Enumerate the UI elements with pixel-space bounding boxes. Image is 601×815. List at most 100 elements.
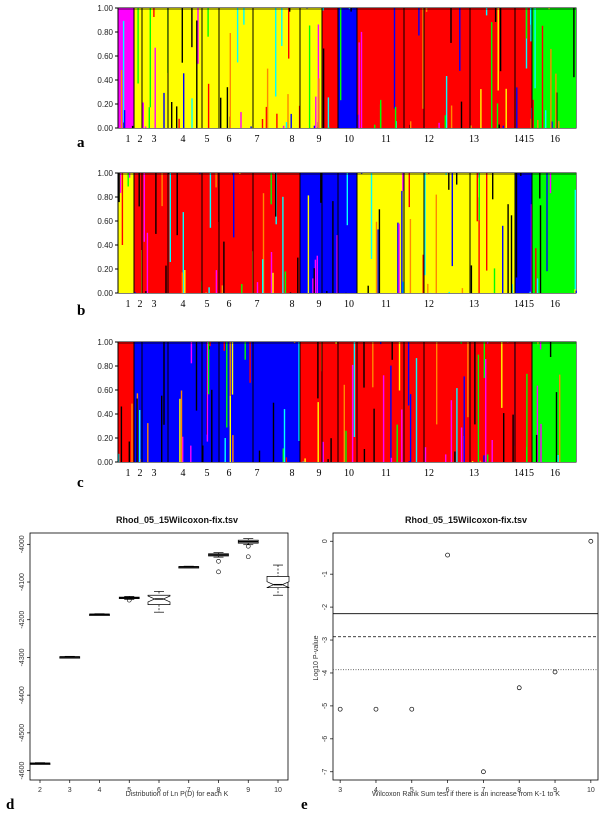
individual-bar <box>207 342 210 395</box>
individual-bar <box>478 197 480 293</box>
noise-band <box>357 342 404 344</box>
y-tick-label: -4200 <box>19 611 26 629</box>
individual-bar <box>250 126 252 128</box>
group-label: 12 <box>424 134 434 145</box>
individual-bar <box>327 459 329 462</box>
y-tick-label: -1 <box>322 571 329 577</box>
individual-bar <box>485 359 487 462</box>
x-tick-label: 9 <box>246 787 250 794</box>
individual-bar <box>418 8 420 36</box>
individual-bar <box>350 8 352 12</box>
y-axis-e: 0 -1 -2 -3 -4 -5 -6 -7 <box>322 539 333 775</box>
individual-bar <box>266 68 269 128</box>
individual-bar <box>377 229 379 293</box>
individual-bar <box>190 342 193 364</box>
individual-bar <box>501 342 503 408</box>
individual-bar <box>285 122 288 128</box>
individual-bar <box>128 173 131 178</box>
individual-bar <box>422 8 424 109</box>
group-label: 6 <box>227 468 232 479</box>
individual-bar <box>402 281 404 293</box>
noise-band <box>424 342 470 344</box>
group-label: 9 <box>317 468 322 479</box>
individual-bar <box>146 232 149 293</box>
individual-bar <box>483 455 485 462</box>
outlier-point <box>216 569 221 575</box>
group-block <box>338 173 357 293</box>
individual-bar <box>275 8 277 97</box>
group-label: 9 <box>317 134 322 145</box>
x-tick-label: 5 <box>127 787 131 794</box>
group-labels-c: 1 2 3 4 5 6 7 8 9 10 11 12 13 14 15 16 <box>126 468 561 479</box>
noise-band <box>424 173 470 175</box>
noise-band <box>404 8 424 10</box>
individual-bar <box>525 8 528 39</box>
individual-bar <box>363 449 366 462</box>
individual-bar <box>398 223 400 293</box>
group-label: 8 <box>290 468 295 479</box>
individual-bar <box>226 342 228 428</box>
noise-band <box>202 8 219 10</box>
noise-band <box>300 8 322 10</box>
individual-bar <box>143 173 145 242</box>
individual-bar <box>374 124 376 128</box>
group-label: 8 <box>290 299 295 310</box>
group-label: 9 <box>317 299 322 310</box>
individual-bar <box>380 342 382 345</box>
individual-bar <box>530 118 532 128</box>
individual-bar <box>370 173 373 259</box>
individual-bar <box>144 126 147 128</box>
y-tick-label: 0.00 <box>97 124 113 133</box>
individual-bar <box>137 8 139 84</box>
individual-bar <box>273 173 275 174</box>
individual-bar <box>425 8 428 12</box>
y-tick-label: 0.00 <box>97 289 113 298</box>
individual-bar <box>478 173 480 221</box>
outlier-point <box>245 554 251 560</box>
individual-bar <box>526 373 528 462</box>
data-point <box>588 538 594 544</box>
y-tick-label: -4 <box>322 670 329 676</box>
noise-band <box>404 342 424 344</box>
individual-bar <box>149 8 151 108</box>
individual-bar <box>353 342 356 437</box>
box <box>147 594 171 605</box>
noise-band <box>142 8 168 10</box>
noise-band <box>338 342 357 344</box>
group-block <box>532 173 576 293</box>
individual-bar <box>535 248 537 293</box>
plot-frame <box>332 532 599 781</box>
panel-label-e: e <box>301 797 308 813</box>
individual-bar <box>422 254 424 293</box>
noise-band <box>470 8 515 10</box>
individual-bar <box>424 173 426 276</box>
group-label: 13 <box>469 134 479 145</box>
individual-bar <box>535 434 538 462</box>
individual-bar <box>409 219 412 293</box>
individual-bar <box>211 389 213 462</box>
structure-plot-b: 0.000.200.400.600.801.00 1 2 3 4 5 6 7 8 9 10 11 12… <box>77 169 577 319</box>
group-label: 14 <box>514 134 524 145</box>
structure-plot-c: 0.000.200.400.600.801.00 1 2 3 4 5 6 7 8 9 10 11 12… <box>77 338 577 491</box>
group-block <box>322 173 338 293</box>
x-tick-label: 7 <box>481 787 485 794</box>
individual-bar <box>459 8 461 71</box>
group-label: 4 <box>181 134 186 145</box>
individual-bar <box>476 173 478 222</box>
individual-bar <box>360 31 363 128</box>
outlier-point <box>216 558 221 564</box>
individual-bar <box>297 257 299 293</box>
y-tick-label: 0.60 <box>97 217 113 226</box>
group-label: 7 <box>255 299 260 310</box>
data-point <box>552 669 558 675</box>
boxes-d <box>29 538 290 765</box>
group-block <box>219 8 253 128</box>
individual-bar <box>428 173 430 174</box>
individual-bar <box>208 287 210 293</box>
structure-plot-a: 0.000.200.400.600.801.00 1 2 3 4 5 6 7 8 9 10 11 12… <box>77 4 577 151</box>
individual-bar <box>180 390 183 462</box>
x-tick-label: 2 <box>38 787 42 794</box>
noise-band <box>202 342 219 344</box>
individual-bar <box>348 8 351 10</box>
y-tick-label: -4300 <box>19 648 26 666</box>
